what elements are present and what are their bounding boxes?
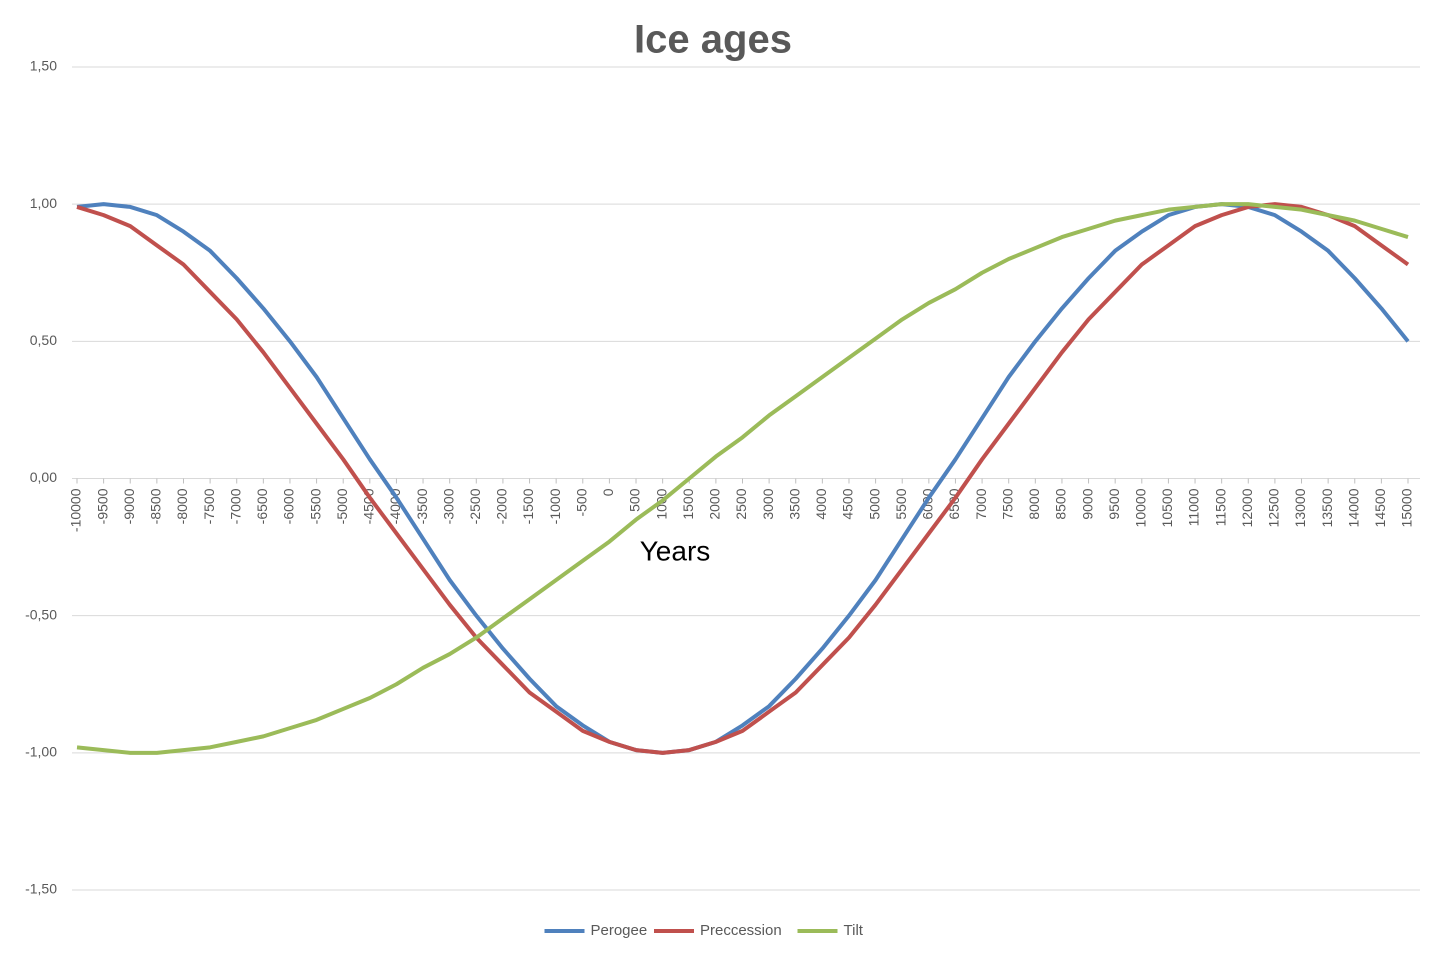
x-tick-label: -2000 (494, 488, 510, 524)
y-tick-label: 0,00 (30, 469, 57, 485)
x-tick-label: 11000 (1186, 488, 1202, 526)
x-tick-label: 11500 (1212, 488, 1228, 526)
x-tick-label: 15000 (1399, 488, 1415, 527)
x-tick-label: 3500 (786, 488, 802, 519)
x-tick-label: 13000 (1292, 488, 1308, 527)
x-tick-label: -8000 (174, 488, 190, 524)
series-line (76, 202, 1409, 755)
x-tick-label: -5000 (334, 488, 350, 524)
x-tick-label: -4000 (387, 488, 403, 524)
y-tick-label: -1,50 (25, 881, 57, 897)
x-tick-label: -10000 (68, 488, 84, 532)
x-tick-label: 10500 (1159, 488, 1175, 527)
x-tick-label: -5500 (307, 488, 323, 524)
x-tick-label: 13500 (1319, 488, 1335, 527)
x-tick-label: 12500 (1266, 488, 1282, 527)
x-tick-label: -7000 (227, 488, 243, 524)
x-tick-label: -2500 (467, 488, 483, 524)
x-tick-label: 500 (627, 488, 643, 512)
x-tick-label: 0 (600, 488, 616, 496)
series-line (76, 202, 1410, 755)
legend-label: Preccession (700, 922, 782, 939)
x-tick-label: 2000 (707, 488, 723, 519)
x-tick-label: 5000 (866, 488, 882, 519)
x-tick-label: -3500 (414, 488, 430, 524)
x-tick-label: -4500 (361, 488, 377, 524)
x-tick-label: -9000 (121, 488, 137, 524)
x-tick-label: 8000 (1026, 488, 1042, 519)
x-tick-label: 3000 (760, 488, 776, 519)
x-tick-label: 9000 (1079, 488, 1095, 519)
x-tick-label: 14500 (1372, 488, 1388, 527)
x-tick-label: -8500 (148, 488, 164, 524)
x-tick-label: 14000 (1345, 488, 1361, 527)
y-tick-label: -0,50 (25, 606, 57, 622)
y-tick-label: 1,00 (30, 195, 57, 211)
x-tick-label: -6000 (281, 488, 297, 524)
x-tick-label: 7500 (999, 488, 1015, 519)
x-tick-label: 5500 (893, 488, 909, 519)
x-axis-title: Years (640, 535, 711, 566)
x-tick-label: 10000 (1133, 488, 1149, 527)
x-tick-label: 8500 (1053, 488, 1069, 519)
legend-label: Perogee (591, 922, 648, 939)
y-tick-label: -1,00 (25, 744, 57, 760)
x-tick-label: -9500 (94, 488, 110, 524)
x-tick-label: -3000 (440, 488, 456, 524)
legend-label: Tilt (844, 922, 864, 939)
x-tick-label: 7000 (973, 488, 989, 519)
x-tick-label: 4000 (813, 488, 829, 519)
x-tick-label: -1500 (520, 488, 536, 524)
x-tick-label: 4500 (840, 488, 856, 519)
y-tick-label: 0,50 (30, 332, 57, 348)
x-tick-label: 1500 (680, 488, 696, 519)
x-tick-label: -1000 (547, 488, 563, 524)
y-tick-label: 1,50 (30, 58, 57, 74)
x-tick-label: 2500 (733, 488, 749, 519)
chart-title: Ice ages (634, 18, 792, 62)
x-tick-label: -6500 (254, 488, 270, 524)
x-tick-label: 9500 (1106, 488, 1122, 519)
x-tick-label: -500 (573, 488, 589, 516)
x-tick-label: 12000 (1239, 488, 1255, 527)
x-tick-label: -7500 (201, 488, 217, 524)
